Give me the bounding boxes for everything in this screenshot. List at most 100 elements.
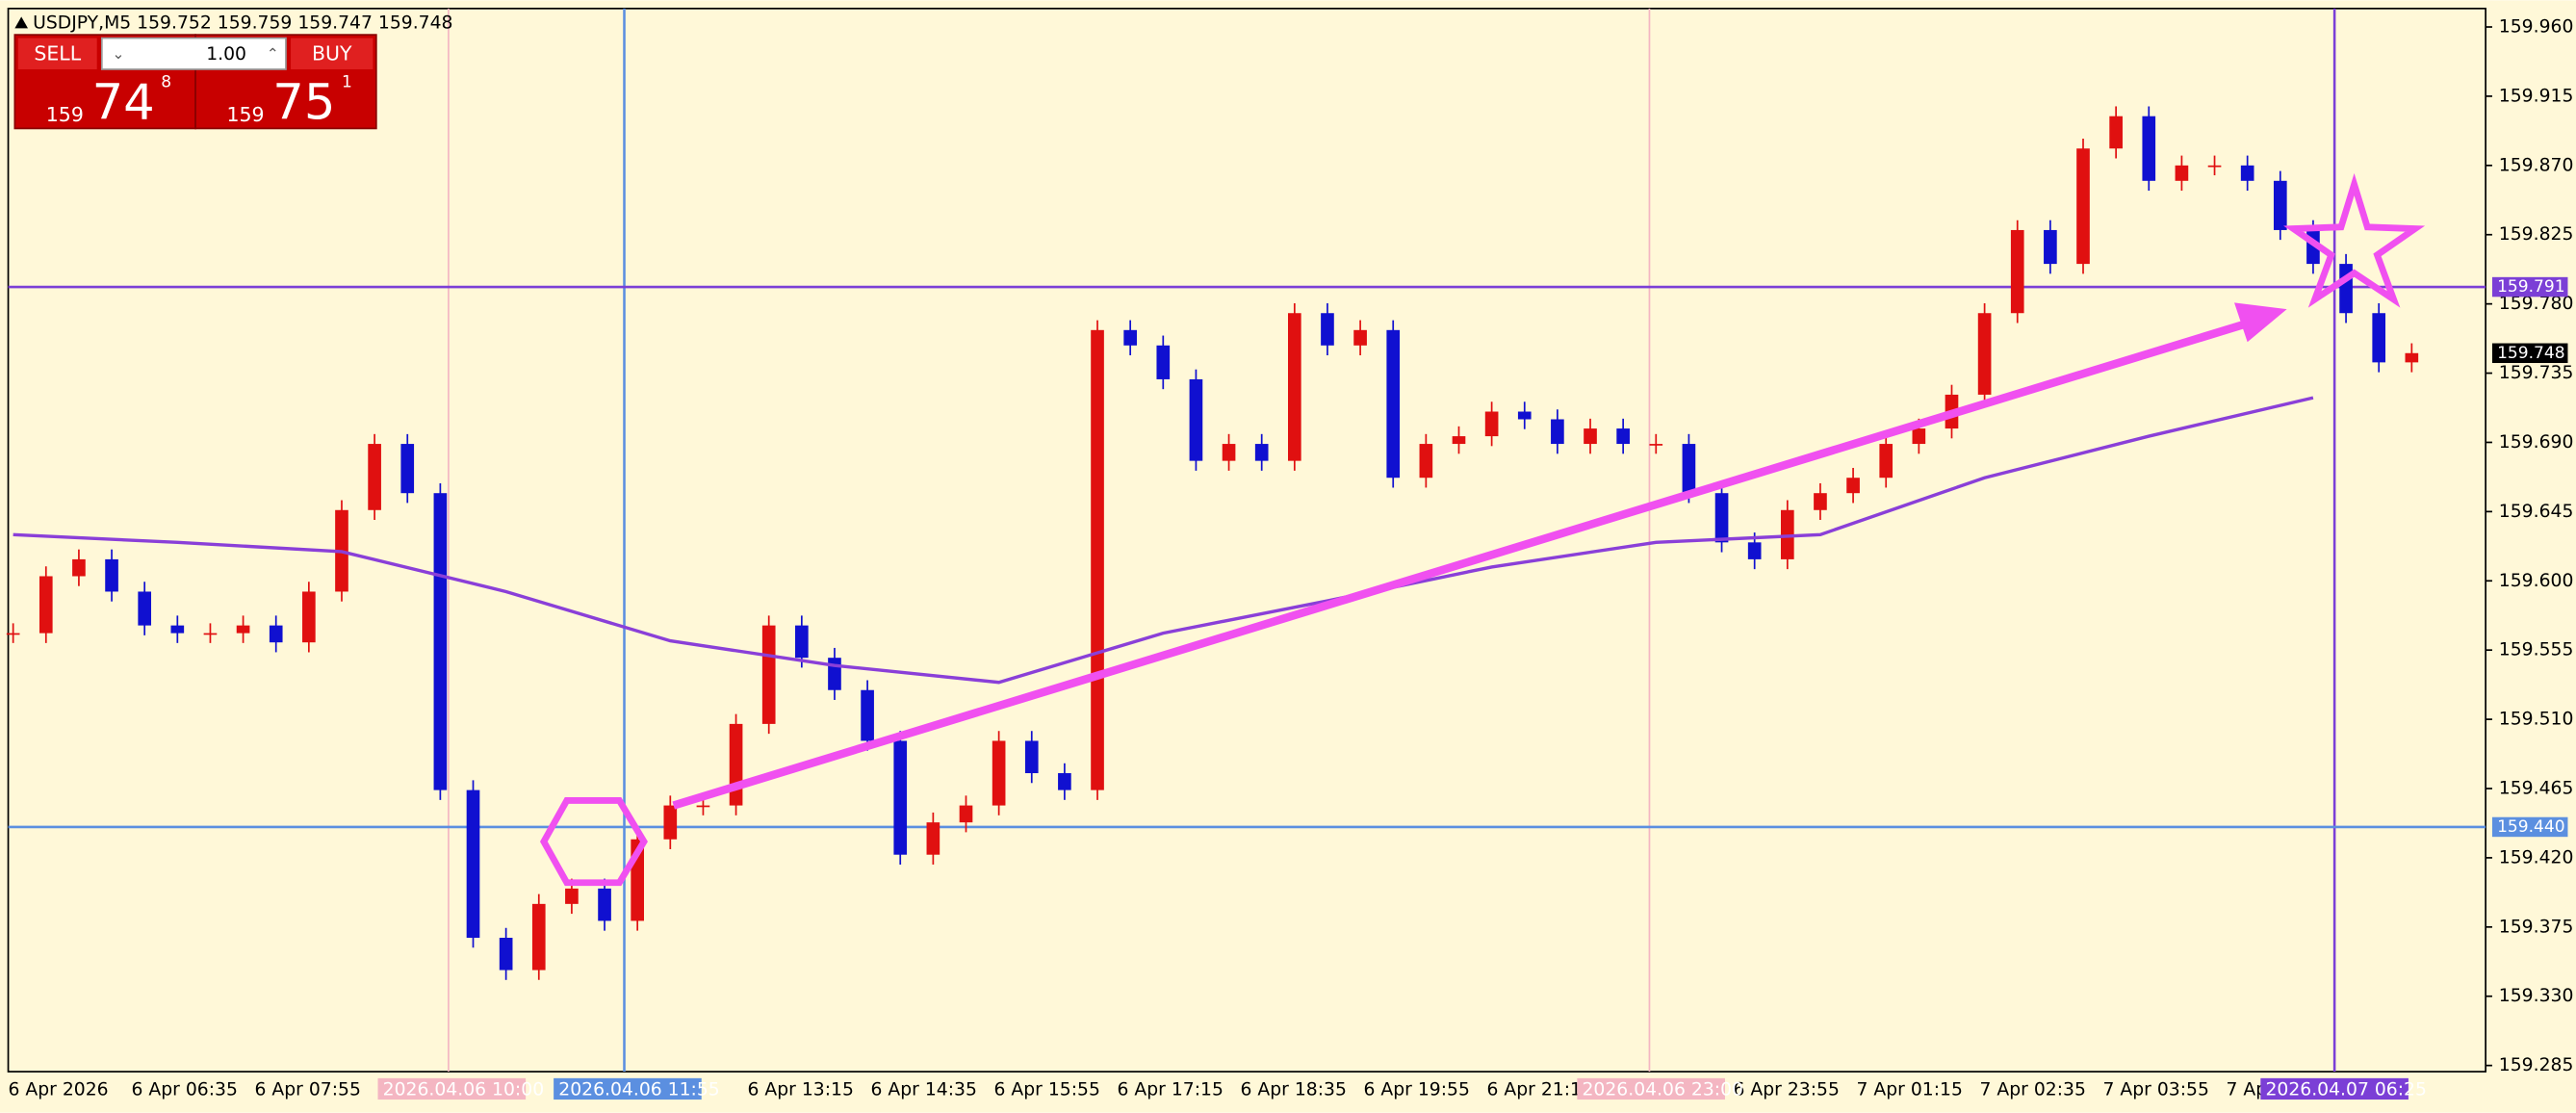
- candle: [761, 625, 776, 724]
- candle: [203, 633, 218, 635]
- candle: [696, 805, 710, 808]
- candle: [1484, 411, 1499, 437]
- candle: [269, 625, 283, 643]
- marker-label-bg: [1577, 1077, 1725, 1100]
- candle: [2339, 264, 2353, 314]
- candle: [1123, 329, 1137, 346]
- sell-button[interactable]: [17, 38, 97, 69]
- lot-field[interactable]: [100, 37, 287, 70]
- y-tick-label: 159.555: [2499, 640, 2574, 660]
- candle: [565, 888, 579, 904]
- bid-big: 74: [92, 74, 155, 132]
- candle: [499, 938, 513, 971]
- buy-text[interactable]: BUY: [312, 42, 352, 65]
- candle: [2207, 165, 2222, 168]
- candle: [1321, 313, 1334, 346]
- x-tick-label: 6 Apr 21:15: [1487, 1079, 1593, 1100]
- level-label-bg: [2491, 816, 2568, 838]
- marker-label-bg: [377, 1077, 527, 1100]
- sell-text[interactable]: SELL: [34, 42, 81, 65]
- candle: [1714, 493, 1729, 543]
- candle: [828, 658, 841, 690]
- candle: [138, 591, 152, 626]
- candle: [959, 805, 973, 823]
- x-tick-label: 6 Apr 18:35: [1241, 1079, 1347, 1100]
- x-tick-label: 6 Apr 13:15: [748, 1079, 854, 1100]
- candle: [433, 493, 448, 790]
- level-label: 159.791: [2497, 277, 2565, 297]
- y-tick-label: 159.330: [2499, 986, 2574, 1006]
- candle: [1551, 419, 1564, 445]
- candle: [1156, 345, 1171, 379]
- candle: [400, 444, 415, 494]
- x-tick-label: 7 Apr 03:55: [2102, 1079, 2208, 1100]
- lot-down[interactable]: ⌄: [112, 45, 124, 63]
- candle: [795, 625, 809, 659]
- candle: [992, 740, 1006, 806]
- y-tick-label: 159.285: [2499, 1055, 2574, 1075]
- y-tick-label: 159.510: [2499, 710, 2574, 730]
- symbol-header: USDJPY,M5 159.752 159.759 159.747 159.74…: [33, 13, 452, 34]
- star: [2283, 172, 2426, 308]
- y-tick-label: 159.645: [2499, 502, 2574, 522]
- candle: [926, 822, 940, 855]
- current-price-bg: [2491, 343, 2568, 364]
- candle: [1977, 313, 1992, 395]
- y-tick-label: 159.825: [2499, 224, 2574, 245]
- y-tick-label: 159.690: [2499, 432, 2574, 453]
- candle: [1616, 428, 1630, 445]
- current-price: 159.748: [2497, 344, 2565, 363]
- level-label-bg: [2491, 276, 2568, 298]
- candle: [1288, 313, 1301, 461]
- candle: [105, 558, 118, 592]
- candle: [2405, 352, 2419, 363]
- marker-label: 2026.04.06 10:00: [383, 1079, 545, 1100]
- candle: [1254, 444, 1269, 461]
- arrow-head: [2234, 302, 2287, 343]
- x-tick-label: 6 Apr 2026: [9, 1079, 109, 1100]
- candle: [1682, 444, 1696, 494]
- hexagon: [539, 797, 648, 887]
- candle: [368, 444, 381, 510]
- candle: [1222, 444, 1236, 461]
- candle: [1814, 493, 1827, 510]
- candle: [1353, 329, 1367, 346]
- ask-big: 75: [272, 74, 335, 132]
- candle: [170, 625, 185, 634]
- y-tick-label: 159.735: [2499, 363, 2574, 383]
- candle: [1419, 444, 1433, 479]
- buy-button[interactable]: [291, 38, 374, 69]
- marker-label: 2026.04.06 11:55: [558, 1079, 720, 1100]
- candle: [1517, 411, 1532, 420]
- candle: [1584, 428, 1597, 445]
- bid-tail: 8: [161, 73, 171, 92]
- candle: [1879, 444, 1893, 479]
- candle: [1912, 428, 1926, 445]
- candle: [1058, 773, 1071, 790]
- x-tick-label: 6 Apr 06:35: [132, 1079, 238, 1100]
- y-tick-label: 159.915: [2499, 86, 2574, 106]
- candle: [1649, 444, 1663, 446]
- candle: [72, 558, 86, 577]
- candle: [2010, 229, 2024, 314]
- lot-up[interactable]: ⌃: [267, 45, 279, 63]
- x-tick-label: 6 Apr 07:55: [255, 1079, 361, 1100]
- candle: [1846, 478, 1860, 494]
- candle: [466, 789, 480, 939]
- y-tick-label: 159.420: [2499, 847, 2574, 867]
- lot-value[interactable]: 1.00: [206, 44, 246, 65]
- candle: [2175, 165, 2189, 181]
- bid-head: 159: [46, 103, 84, 126]
- moving-average: [13, 396, 2314, 685]
- y-tick-label: 159.375: [2499, 917, 2574, 937]
- plot-area: [7, 7, 2486, 1073]
- annotations: [539, 172, 2426, 887]
- candle: [6, 633, 20, 635]
- trade-panel: SELL ⌄ 1.00 ⌃ BUY 159 74 8 159 75 1: [13, 34, 377, 132]
- ask-tail: 1: [342, 73, 352, 92]
- candle: [302, 591, 316, 643]
- ask-head: 159: [227, 103, 265, 126]
- candle: [1452, 436, 1466, 445]
- candle: [2109, 116, 2123, 149]
